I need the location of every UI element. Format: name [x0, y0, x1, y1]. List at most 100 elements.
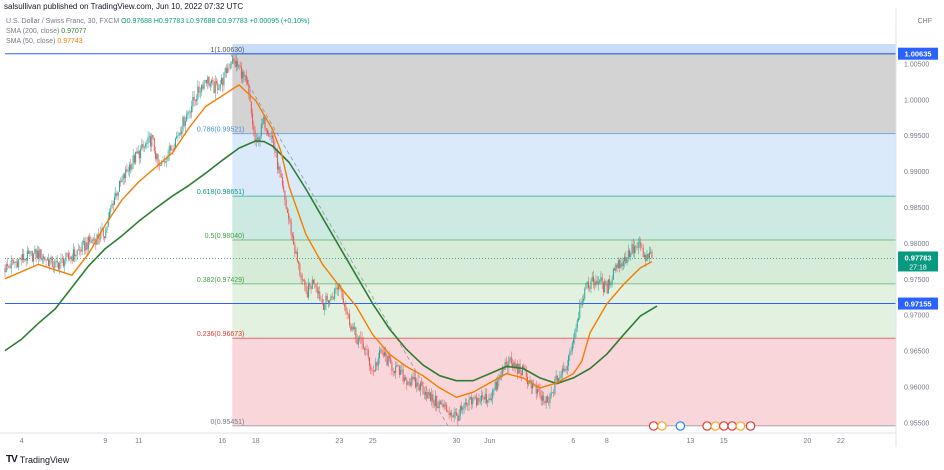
y-tick-9: 0.96000	[904, 384, 929, 391]
candle-body	[320, 298, 322, 300]
candle-body	[244, 75, 246, 77]
candle	[278, 161, 280, 174]
candle-body	[264, 116, 266, 129]
candle	[311, 276, 313, 290]
candle	[472, 397, 474, 409]
candle-body	[400, 370, 402, 375]
candle-body	[65, 253, 67, 261]
candle	[262, 118, 264, 129]
candle	[11, 257, 13, 266]
candle-body	[10, 260, 12, 269]
event-flag-icon[interactable]	[719, 421, 729, 431]
candle	[387, 352, 389, 368]
candle-body	[184, 121, 186, 126]
candle	[416, 378, 418, 393]
sma50-line[interactable]	[4, 84, 653, 398]
event-flag-icon[interactable]	[710, 421, 721, 431]
event-flag-icon[interactable]	[735, 421, 746, 431]
candle-body	[109, 211, 111, 218]
candle-body	[549, 396, 551, 403]
candle-body	[179, 133, 181, 134]
candle-body	[131, 163, 133, 170]
y-tick-3: 0.99000	[904, 169, 929, 176]
candle-body	[322, 303, 324, 310]
candle-body	[584, 288, 586, 299]
candle-body	[207, 76, 209, 84]
candle-body	[327, 300, 329, 305]
candle-body	[67, 253, 69, 259]
candle	[141, 138, 143, 151]
candle-body	[429, 392, 431, 401]
event-flag-icon[interactable]	[702, 421, 712, 431]
x-tick-13: 20	[804, 438, 812, 445]
event-flag-icon[interactable]	[657, 421, 667, 431]
candle	[219, 79, 221, 92]
candle	[591, 271, 593, 282]
event-flag-icon[interactable]	[727, 421, 737, 431]
candle	[308, 278, 310, 300]
sma200-line[interactable]	[4, 140, 658, 385]
candle-body	[458, 415, 460, 421]
candle-body	[589, 287, 591, 289]
candle	[304, 278, 306, 292]
candle-body	[492, 390, 494, 399]
candle	[434, 390, 436, 411]
candle-body	[543, 395, 545, 401]
candle-body	[167, 154, 169, 161]
event-flag-icon[interactable]	[675, 421, 686, 431]
candle-body	[621, 263, 623, 267]
candle	[157, 153, 159, 170]
candle-body	[69, 258, 71, 260]
candle	[29, 250, 31, 257]
candle	[621, 257, 623, 271]
candle-body	[454, 412, 456, 413]
candle	[474, 394, 476, 400]
tradingview-footer[interactable]: TV TradingView	[6, 454, 69, 465]
trendline[interactable]	[230, 53, 449, 427]
candle-body	[366, 349, 368, 351]
event-flag-icon[interactable]	[648, 421, 659, 431]
candle	[233, 55, 235, 65]
candle	[56, 254, 58, 268]
candle	[169, 144, 171, 154]
candle-body	[199, 91, 201, 93]
sma50-legend[interactable]: SMA (50, close) 0.97743	[6, 38, 83, 45]
candle-body	[648, 252, 650, 259]
event-flag-icon[interactable]	[745, 421, 756, 431]
candle	[532, 379, 534, 395]
candle	[179, 126, 181, 137]
candle	[614, 266, 616, 271]
candle	[275, 150, 277, 159]
candle	[156, 153, 158, 162]
candle	[295, 249, 297, 255]
candle	[629, 248, 631, 258]
symbol-legend[interactable]: U.S. Dollar / Swiss Franc, 30, FXCM O0.9…	[6, 18, 310, 25]
candle-body	[632, 244, 634, 254]
candle-body	[201, 85, 203, 92]
x-tick-11: 13	[686, 438, 694, 445]
candle	[281, 173, 283, 189]
candle	[408, 378, 410, 387]
candle	[20, 254, 22, 266]
candle-body	[267, 130, 269, 134]
candle-body	[570, 351, 572, 353]
candle	[467, 403, 469, 411]
candle-body	[495, 381, 497, 390]
candle	[203, 80, 205, 91]
candle	[235, 54, 237, 72]
candle	[184, 116, 186, 132]
candle-body	[260, 124, 262, 136]
candle	[138, 150, 140, 165]
candle-body	[406, 379, 408, 385]
candle	[291, 232, 293, 242]
candle-body	[341, 289, 343, 299]
candle	[188, 109, 190, 119]
candle-body	[157, 153, 159, 165]
sma200-legend[interactable]: SMA (200, close) 0.97077	[6, 28, 87, 35]
candle	[77, 243, 79, 251]
candle	[79, 245, 81, 256]
candle-body	[291, 234, 293, 237]
candle-body	[147, 137, 149, 143]
candle-body	[433, 402, 435, 406]
